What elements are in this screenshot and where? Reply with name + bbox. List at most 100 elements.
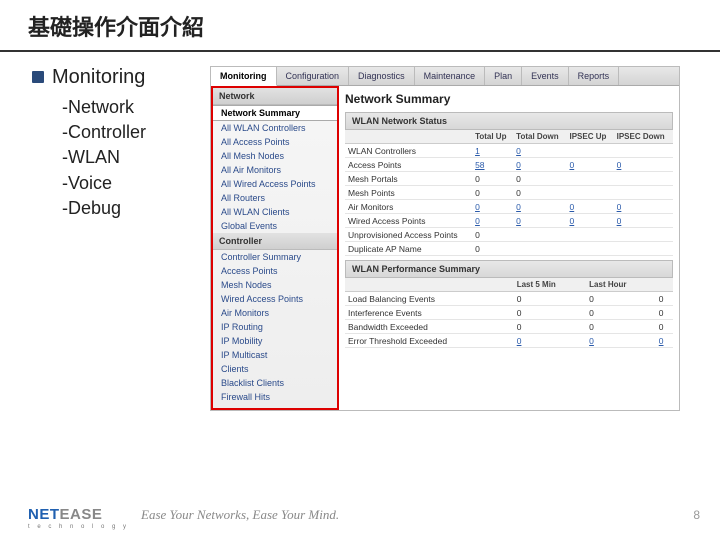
sidebar-item[interactable]: All Mesh Nodes [213,149,337,163]
cell: 0 [514,306,586,320]
value-link[interactable]: 0 [475,216,480,226]
cell [566,228,613,242]
sidebar-section-header: Network [213,88,337,105]
bullet-icon [32,71,44,83]
sidebar-item[interactable]: All Routers [213,191,337,205]
value-link[interactable]: 1 [475,146,480,156]
cell: 0 [614,200,673,214]
table-row: Load Balancing Events000 [345,292,673,306]
sidebar-item[interactable]: All WLAN Clients [213,205,337,219]
cell [566,242,613,256]
value-link[interactable]: 0 [516,216,521,226]
tab-configuration[interactable]: Configuration [277,67,350,85]
value-link[interactable]: 0 [569,160,574,170]
cell: 0 [514,334,586,348]
table-row: Air Monitors0000 [345,200,673,214]
cell: 0 [586,292,656,306]
sidebar-item[interactable]: IP Mobility [213,334,337,348]
cell: 0 [566,200,613,214]
cell: 0 [514,320,586,334]
cell: 0 [586,306,656,320]
cell: 0 [472,200,513,214]
cell: 0 [513,158,566,172]
table-row: Unprovisioned Access Points0 [345,228,673,242]
tab-reports[interactable]: Reports [569,67,620,85]
cell: Duplicate AP Name [345,242,472,256]
sidebar-section-header: Controller [213,233,337,250]
table-row: Mesh Points00 [345,186,673,200]
value-link[interactable]: 0 [517,336,522,346]
value-link[interactable]: 0 [569,216,574,226]
sidebar-item[interactable]: Air Monitors [213,306,337,320]
table-row: WLAN Controllers1 0 [345,144,673,158]
value-link[interactable]: 0 [617,216,622,226]
cell: 58 [472,158,513,172]
value-link[interactable]: 0 [659,336,664,346]
table-row: Duplicate AP Name0 [345,242,673,256]
sidebar-item[interactable]: Controller Summary [213,250,337,264]
sidebar-item[interactable]: Access Points [213,264,337,278]
cell: 0 [513,186,566,200]
cell: 0 [656,292,673,306]
tagline: Ease Your Networks, Ease Your Mind. [141,507,339,523]
cell: Load Balancing Events [345,292,514,306]
tab-diagnostics[interactable]: Diagnostics [349,67,415,85]
sidebar-item[interactable]: Wired Access Points [213,292,337,306]
tab-events[interactable]: Events [522,67,569,85]
cell [614,228,673,242]
value-link[interactable]: 0 [475,202,480,212]
cell: 0 [472,228,513,242]
value-link[interactable]: 0 [516,202,521,212]
cell: 0 [513,200,566,214]
cell: 0 [656,306,673,320]
tab-plan[interactable]: Plan [485,67,522,85]
table-row: Interference Events000 [345,306,673,320]
cell: Mesh Portals [345,172,472,186]
left-sidebar: NetworkNetwork SummaryAll WLAN Controlle… [211,86,339,410]
sidebar-item[interactable]: All Access Points [213,135,337,149]
sidebar-item[interactable]: Clients [213,362,337,376]
col-header: Total Down [513,130,566,144]
sidebar-item[interactable]: Network Summary [213,105,337,121]
cell: Wired Access Points [345,214,472,228]
sidebar-item[interactable]: All Air Monitors [213,163,337,177]
col-header [656,278,673,292]
sidebar-item[interactable]: All WLAN Controllers [213,121,337,135]
cell [614,172,673,186]
sidebar-item[interactable]: Firewall Hits [213,390,337,404]
value-link[interactable]: 0 [516,160,521,170]
table-row: Bandwidth Exceeded000 [345,320,673,334]
sidebar-item[interactable]: All Wired Access Points [213,177,337,191]
cell [566,144,613,158]
outline-subitem: -Debug [62,196,210,221]
value-link[interactable]: 0 [617,202,622,212]
cell: WLAN Controllers [345,144,472,158]
value-link[interactable]: 0 [569,202,574,212]
sidebar-item[interactable]: Blacklist Clients [213,376,337,390]
sidebar-item[interactable]: Global Events [213,219,337,233]
tab-maintenance[interactable]: Maintenance [415,67,486,85]
sidebar-item[interactable]: IP Routing [213,320,337,334]
sidebar-item[interactable]: Mesh Nodes [213,278,337,292]
cell: 0 [513,214,566,228]
col-header: IPSEC Up [566,130,613,144]
value-link[interactable]: 0 [617,160,622,170]
cell: 0 [472,214,513,228]
cell [566,172,613,186]
outline-column: Monitoring -Network-Controller-WLAN-Voic… [32,66,210,411]
table-row: Wired Access Points0000 [345,214,673,228]
col-header: Last 5 Min [514,278,586,292]
value-link[interactable]: 0 [589,336,594,346]
status-section-title: WLAN Network Status [345,112,673,130]
col-header [345,130,472,144]
main-panel: Network Summary WLAN Network Status Tota… [339,86,679,410]
value-link[interactable]: 58 [475,160,484,170]
cell: Bandwidth Exceeded [345,320,514,334]
sidebar-item[interactable]: IP Multicast [213,348,337,362]
tab-monitoring[interactable]: Monitoring [211,67,277,86]
cell: Mesh Points [345,186,472,200]
value-link[interactable]: 0 [516,146,521,156]
outline-subitem: -Voice [62,171,210,196]
cell: 0 [472,242,513,256]
perf-section-title: WLAN Performance Summary [345,260,673,278]
